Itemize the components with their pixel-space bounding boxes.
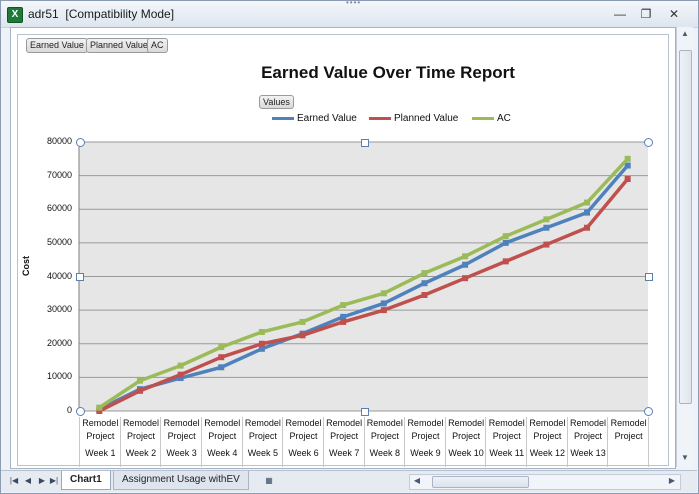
next-sheet-icon[interactable]: ▶ xyxy=(38,476,46,485)
vertical-scroll-thumb[interactable] xyxy=(679,50,692,404)
first-sheet-icon[interactable]: |◀ xyxy=(9,476,19,485)
plot-resize-handle-top-right[interactable] xyxy=(644,138,653,147)
values-field-button[interactable]: Values xyxy=(259,95,294,109)
minimize-icon[interactable]: — xyxy=(614,7,626,21)
x-category-label: Remodel Project Week 12 xyxy=(526,417,568,467)
vertical-scrollbar[interactable]: ▲ ▼ xyxy=(676,27,693,467)
insert-sheet-icon[interactable]: ▦ xyxy=(265,476,273,485)
field-button-planned-value[interactable]: Planned Value xyxy=(86,38,152,53)
x-category-label: Remodel Project Week 3 xyxy=(160,417,202,467)
legend-swatch-ac xyxy=(472,116,494,120)
y-tick-label: 70000 xyxy=(46,169,72,180)
y-tick-label: 0 xyxy=(66,405,72,415)
window-title: adr51 [Compatibility Mode] xyxy=(28,7,175,21)
horizontal-scroll-thumb[interactable] xyxy=(432,476,529,488)
prev-sheet-icon[interactable]: ◀ xyxy=(24,476,32,485)
scroll-left-icon[interactable]: ◀ xyxy=(413,476,421,485)
plot-resize-handle-bottom[interactable] xyxy=(361,408,369,416)
x-category-label: Remodel Project Week 7 xyxy=(322,417,365,467)
y-tick-label: 80000 xyxy=(46,136,72,146)
x-category-label: Remodel Project Week 8 xyxy=(363,417,406,467)
scroll-up-icon[interactable]: ▲ xyxy=(681,29,689,38)
scroll-right-icon[interactable]: ▶ xyxy=(668,476,676,485)
legend-swatch-planned-value xyxy=(369,116,391,120)
plot-resize-handle-right[interactable] xyxy=(645,273,653,281)
x-category-label: Remodel Project Week 13 xyxy=(566,417,609,467)
x-category-divider xyxy=(648,417,649,467)
y-tick-label: 20000 xyxy=(46,337,72,348)
x-category-label: Remodel Project Week 1 xyxy=(79,417,121,467)
plot-resize-handle-top-left[interactable] xyxy=(76,138,85,147)
plot-resize-handle-top[interactable] xyxy=(361,139,369,147)
horizontal-scrollbar[interactable]: ◀ ▶ xyxy=(409,474,681,490)
legend-label-ac: AC xyxy=(497,113,511,124)
chart-title[interactable]: Earned Value Over Time Report xyxy=(261,63,515,82)
legend-label-planned-value: Planned Value xyxy=(394,113,459,124)
field-button-ac[interactable]: AC xyxy=(147,38,168,53)
y-tick-label: 40000 xyxy=(46,270,72,281)
y-tick-label: 50000 xyxy=(46,236,72,247)
field-button-earned-value[interactable]: Earned Value xyxy=(26,38,88,53)
x-category-label: Remodel Project Week 2 xyxy=(119,417,162,467)
y-axis-label: Cost xyxy=(21,256,31,276)
x-category-label: Remodel Project Week 4 xyxy=(200,417,243,467)
x-category-label: Remodel Project Week 6 xyxy=(282,417,324,467)
plot-resize-handle-bottom-right[interactable] xyxy=(644,407,653,416)
legend-swatch-earned-value xyxy=(272,116,294,120)
excel-icon[interactable]: X xyxy=(7,7,23,23)
last-sheet-icon[interactable]: ▶| xyxy=(49,476,59,485)
plot-resize-handle-bottom-left[interactable] xyxy=(76,407,85,416)
tab-chart1[interactable]: Chart1 xyxy=(61,471,111,490)
title-bar: X adr51 [Compatibility Mode] •••• — ❐ ✕ xyxy=(1,0,698,28)
y-tick-label: 60000 xyxy=(46,203,72,214)
x-category-label: Remodel Project Week 11 xyxy=(485,417,527,467)
legend-item-ac[interactable]: AC xyxy=(472,113,511,124)
close-icon[interactable]: ✕ xyxy=(668,7,680,21)
tab-assignment-usage[interactable]: Assignment Usage withEV xyxy=(113,471,249,490)
y-tick-label: 10000 xyxy=(46,371,72,382)
restore-icon[interactable]: ❐ xyxy=(640,7,652,21)
scroll-down-icon[interactable]: ▼ xyxy=(681,453,689,462)
x-category-label: Remodel Project Week 10 xyxy=(444,417,487,467)
legend-item-earned-value[interactable]: Earned Value xyxy=(272,113,357,124)
legend-label-earned-value: Earned Value xyxy=(297,113,357,124)
x-category-label: Remodel Project Week 5 xyxy=(241,417,284,467)
legend-item-planned-value[interactable]: Planned Value xyxy=(369,113,458,124)
plot-area[interactable] xyxy=(79,142,648,411)
x-category-label: Remodel Project xyxy=(607,417,649,467)
resize-grip-icon[interactable]: •••• xyxy=(346,0,362,7)
y-tick-label: 30000 xyxy=(46,304,72,315)
x-category-label: Remodel Project Week 9 xyxy=(404,417,446,467)
sheet-tab-bar: |◀ ◀ ▶ ▶| Chart1 Assignment Usage withEV… xyxy=(1,470,697,492)
plot-resize-handle-left[interactable] xyxy=(76,273,84,281)
